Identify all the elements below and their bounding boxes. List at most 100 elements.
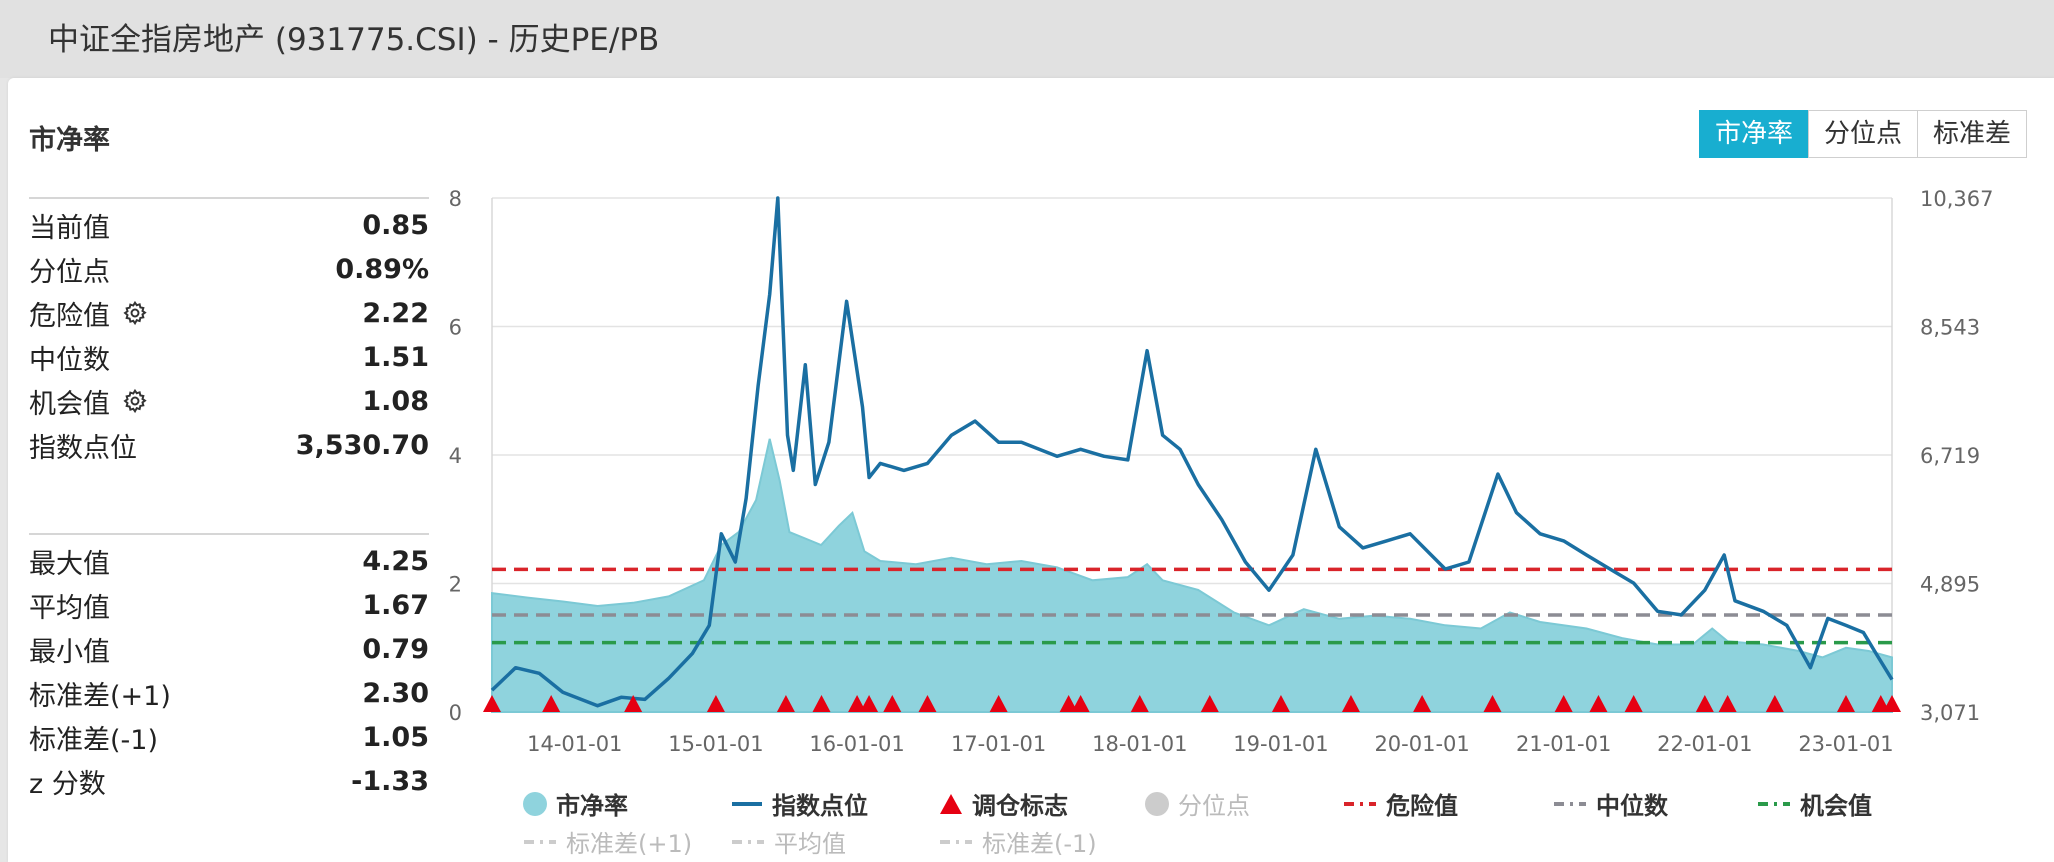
stat-value: 0.89% bbox=[335, 253, 429, 285]
stat-row-std-minus: 标准差(-1) 1.05 bbox=[29, 715, 429, 759]
page-title: 中证全指房地产 (931775.CSI) - 历史PE/PB bbox=[48, 22, 660, 58]
stat-label: 最小值 bbox=[29, 636, 110, 668]
legend-label: 标准差(+1) bbox=[566, 830, 693, 858]
legend-label: 分位点 bbox=[1178, 792, 1250, 820]
stat-label: 机会值 bbox=[29, 388, 110, 420]
y-left-tick-label: 4 bbox=[449, 444, 462, 468]
stats-current: 当前值 0.85 分位点 0.89% 危险值 2.22 中位数 1.51 机会值 bbox=[29, 197, 429, 467]
stat-row-index-level: 指数点位 3,530.70 bbox=[29, 423, 429, 467]
y-right-tick-label: 8,543 bbox=[1920, 316, 1980, 340]
legend-item-rebalance[interactable]: 调仓标志 bbox=[938, 786, 1068, 821]
stat-label: z 分数 bbox=[29, 768, 106, 800]
stat-label-wrap: 危险值 bbox=[29, 294, 148, 333]
triangle-marker-icon bbox=[940, 793, 962, 814]
stat-label: 最大值 bbox=[29, 548, 110, 580]
legend-item-std-minus[interactable]: 标准差(-1) bbox=[938, 824, 1097, 859]
stat-value: 2.30 bbox=[362, 677, 429, 709]
legend-item-mean[interactable]: 平均值 bbox=[730, 824, 846, 859]
legend-dash-marker bbox=[1758, 801, 1790, 806]
stat-value: 1.05 bbox=[362, 721, 429, 753]
legend-label: 标准差(-1) bbox=[982, 830, 1097, 858]
stat-value: 3,530.70 bbox=[295, 429, 429, 461]
rebalance-marker bbox=[918, 695, 937, 712]
legend-item-median[interactable]: 中位数 bbox=[1552, 786, 1668, 821]
x-tick-label: 18-01-01 bbox=[1092, 732, 1187, 756]
gear-icon[interactable] bbox=[122, 300, 148, 326]
rebalance-marker bbox=[1883, 695, 1901, 712]
x-tick-label: 16-01-01 bbox=[809, 732, 904, 756]
rebalance-marker bbox=[542, 695, 561, 712]
metric-tab-group: 市净率 分位点 标准差 bbox=[1699, 110, 2028, 158]
x-tick-label: 22-01-01 bbox=[1657, 732, 1752, 756]
legend-item-std-plus[interactable]: 标准差(+1) bbox=[522, 824, 692, 859]
rebalance-marker bbox=[1589, 695, 1608, 712]
stat-label: 平均值 bbox=[29, 592, 110, 624]
pb-area-series bbox=[491, 438, 1893, 713]
rebalance-marker bbox=[1130, 695, 1149, 712]
legend-label: 市净率 bbox=[556, 792, 628, 820]
divider bbox=[29, 197, 429, 199]
x-tick-label: 17-01-01 bbox=[951, 732, 1046, 756]
tab-std[interactable]: 标准差 bbox=[1917, 110, 2028, 158]
divider bbox=[29, 533, 429, 535]
rebalance-marker bbox=[1695, 695, 1714, 712]
legend-item-percentile[interactable]: 分位点 bbox=[1144, 786, 1250, 821]
legend-item-index[interactable]: 指数点位 bbox=[730, 786, 868, 821]
legend-label: 调仓标志 bbox=[972, 792, 1068, 820]
y-right-tick-label: 10,367 bbox=[1920, 187, 1993, 211]
legend-label: 危险值 bbox=[1386, 792, 1458, 820]
stat-row-std-plus: 标准差(+1) 2.30 bbox=[29, 671, 429, 715]
rebalance-marker bbox=[1718, 695, 1737, 712]
stat-value: 0.85 bbox=[362, 209, 429, 241]
rebalance-marker bbox=[848, 695, 867, 712]
legend-dash-marker bbox=[940, 839, 972, 844]
stat-row-mean: 平均值 1.67 bbox=[29, 583, 429, 627]
rebalance-marker bbox=[706, 695, 725, 712]
rebalance-marker bbox=[812, 695, 831, 712]
stat-label: 危险值 bbox=[29, 300, 110, 332]
y-left-tick-label: 0 bbox=[449, 701, 462, 725]
rebalance-marker bbox=[1836, 695, 1855, 712]
rebalance-marker bbox=[1200, 695, 1219, 712]
legend-dash-marker bbox=[732, 839, 764, 844]
legend-label: 机会值 bbox=[1800, 792, 1872, 820]
rebalance-marker bbox=[1483, 695, 1502, 712]
legend-line-marker bbox=[732, 801, 762, 806]
stat-row-min: 最小值 0.79 bbox=[29, 627, 429, 671]
y-left-tick-label: 2 bbox=[449, 573, 462, 597]
stat-label-wrap: 机会值 bbox=[29, 382, 148, 421]
rebalance-marker bbox=[1341, 695, 1360, 712]
stat-value: 1.67 bbox=[362, 589, 429, 621]
stat-label: 标准差(+1) bbox=[29, 680, 171, 712]
stat-row-danger: 危险值 2.22 bbox=[29, 291, 429, 335]
rebalance-marker bbox=[1765, 695, 1784, 712]
y-right-tick-label: 4,895 bbox=[1920, 573, 1980, 597]
stat-value: 1.51 bbox=[362, 341, 429, 373]
x-tick-label: 14-01-01 bbox=[527, 732, 622, 756]
rebalance-marker bbox=[860, 695, 879, 712]
stat-label: 当前值 bbox=[29, 212, 110, 244]
y-right-tick-label: 6,719 bbox=[1920, 444, 1980, 468]
x-tick-label: 23-01-01 bbox=[1798, 732, 1893, 756]
stats-summary: 最大值 4.25 平均值 1.67 最小值 0.79 标准差(+1) 2.30 … bbox=[29, 533, 429, 803]
stat-row-max: 最大值 4.25 bbox=[29, 539, 429, 583]
rebalance-marker bbox=[1271, 695, 1290, 712]
stat-label: 中位数 bbox=[29, 344, 110, 376]
title-bar: 中证全指房地产 (931775.CSI) - 历史PE/PB bbox=[0, 0, 2054, 78]
rebalance-marker bbox=[1624, 695, 1643, 712]
legend-label: 中位数 bbox=[1596, 792, 1668, 820]
legend-item-opportunity[interactable]: 机会值 bbox=[1756, 786, 1872, 821]
gear-icon[interactable] bbox=[122, 388, 148, 414]
legend-label: 指数点位 bbox=[772, 792, 868, 820]
legend-dash-marker bbox=[524, 839, 556, 844]
legend-item-danger[interactable]: 危险值 bbox=[1342, 786, 1458, 821]
legend-label: 平均值 bbox=[774, 830, 846, 858]
stat-value: 2.22 bbox=[362, 297, 429, 329]
stat-row-current: 当前值 0.85 bbox=[29, 203, 429, 247]
legend-item-pb[interactable]: 市净率 bbox=[522, 786, 628, 821]
stat-label: 标准差(-1) bbox=[29, 724, 158, 756]
tab-pb[interactable]: 市净率 bbox=[1699, 110, 1810, 158]
rebalance-marker bbox=[1413, 695, 1432, 712]
rebalance-marker bbox=[1071, 695, 1090, 712]
